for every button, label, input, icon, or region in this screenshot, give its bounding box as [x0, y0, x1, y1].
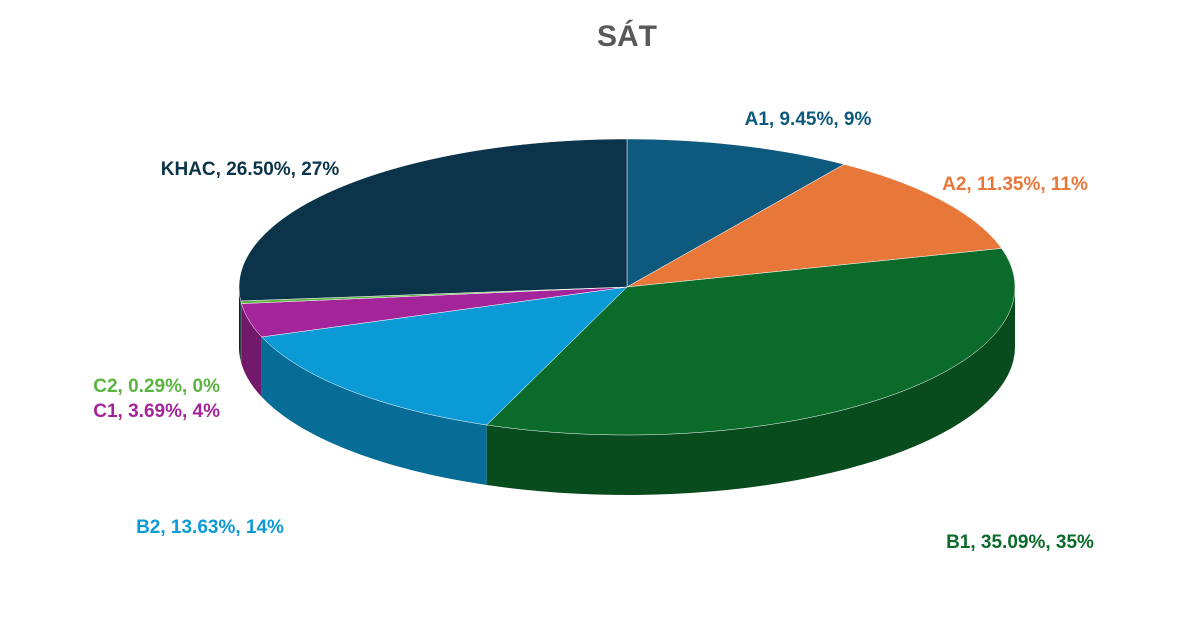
- slice-side: [241, 303, 262, 397]
- data-label: B1, 35.09%, 35%: [946, 532, 1094, 553]
- slice: [626, 164, 1003, 288]
- chart-title: SÁT: [597, 19, 657, 53]
- slice-side: [239, 287, 241, 361]
- slice-side: [240, 300, 242, 364]
- slice: [626, 138, 845, 288]
- slice-side: [261, 336, 487, 485]
- data-label: C2, 0.29%, 0%: [93, 376, 220, 397]
- slice-side: [486, 287, 1015, 495]
- data-label: B2, 13.63%, 14%: [136, 517, 284, 538]
- data-label: C1, 3.69%, 4%: [93, 401, 220, 422]
- data-label: A1, 9.45%, 9%: [745, 109, 872, 130]
- data-label: A2, 11.35%, 11%: [942, 174, 1088, 195]
- slice: [238, 138, 628, 302]
- slice: [261, 286, 628, 426]
- slice: [486, 248, 1016, 436]
- data-label: KHAC, 26.50%, 27%: [161, 159, 340, 180]
